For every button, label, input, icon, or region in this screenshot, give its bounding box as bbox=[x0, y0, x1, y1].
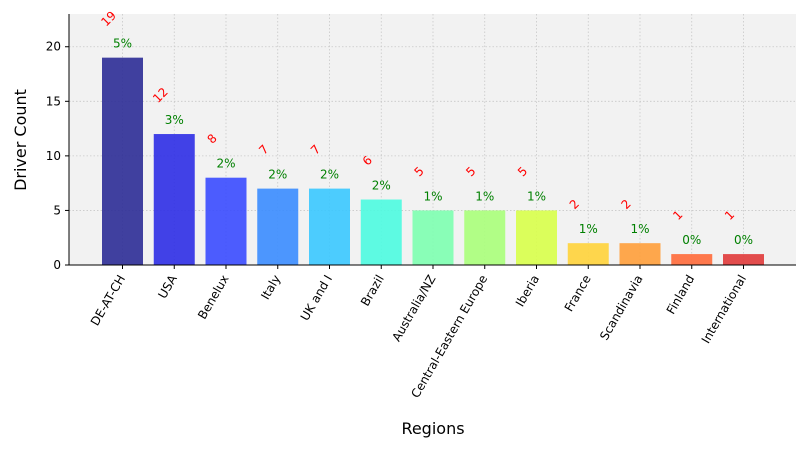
bar-percent-label: 0% bbox=[682, 233, 701, 247]
bar bbox=[205, 177, 247, 265]
bar-percent-label: 1% bbox=[630, 222, 649, 236]
bar-percent-label: 1% bbox=[527, 189, 546, 203]
y-tick-label: 15 bbox=[46, 94, 61, 108]
bar-percent-label: 0% bbox=[734, 233, 753, 247]
bar-percent-label: 1% bbox=[423, 189, 442, 203]
x-tick-label: UK and I bbox=[298, 273, 335, 324]
y-tick-label: 20 bbox=[46, 40, 61, 54]
x-ticks: DE-AT-CH USA Benelux Italy UK and I Brazil Aus… bbox=[88, 265, 749, 400]
x-tick-label: Benelux bbox=[195, 273, 231, 322]
x-tick-label: Finland bbox=[664, 273, 698, 317]
bar bbox=[153, 134, 195, 265]
x-tick-label: Australia/NZ bbox=[389, 273, 438, 344]
x-tick-label: Brazil bbox=[358, 273, 387, 309]
x-tick-label: Iberia bbox=[513, 273, 542, 310]
bar bbox=[257, 188, 299, 265]
bar-percent-label: 2% bbox=[320, 168, 339, 182]
x-tick-label: Scandinavia bbox=[597, 273, 646, 343]
bar-percent-label: 1% bbox=[579, 222, 598, 236]
bar bbox=[412, 210, 454, 265]
x-tick-label: France bbox=[562, 273, 594, 315]
y-tick-label: 5 bbox=[53, 203, 61, 217]
bar bbox=[102, 57, 143, 265]
bar bbox=[723, 254, 764, 265]
x-tick-label: USA bbox=[155, 272, 180, 301]
bar bbox=[516, 210, 557, 265]
y-axis-title: Driver Count bbox=[11, 89, 30, 191]
bar-percent-label: 2% bbox=[216, 157, 235, 171]
x-tick-label: International bbox=[699, 273, 749, 346]
y-ticks: 0 5 10 15 20 bbox=[46, 40, 69, 272]
bar bbox=[671, 254, 713, 265]
bar-percent-label: 1% bbox=[475, 189, 494, 203]
bar bbox=[619, 243, 661, 265]
y-tick-label: 10 bbox=[46, 149, 61, 163]
bar bbox=[309, 188, 350, 265]
bar-percent-label: 2% bbox=[372, 179, 391, 193]
bar-percent-label: 2% bbox=[268, 168, 287, 182]
bar-percent-label: 5% bbox=[113, 37, 132, 51]
x-axis-title: Regions bbox=[401, 419, 464, 438]
y-tick-label: 0 bbox=[53, 258, 61, 272]
x-tick-label: Italy bbox=[258, 273, 283, 303]
bar bbox=[464, 210, 506, 265]
bar bbox=[567, 243, 609, 265]
bars bbox=[102, 57, 764, 265]
bar-percent-label: 3% bbox=[165, 113, 184, 127]
bar bbox=[360, 199, 402, 265]
x-tick-label: DE-AT-CH bbox=[88, 273, 128, 329]
